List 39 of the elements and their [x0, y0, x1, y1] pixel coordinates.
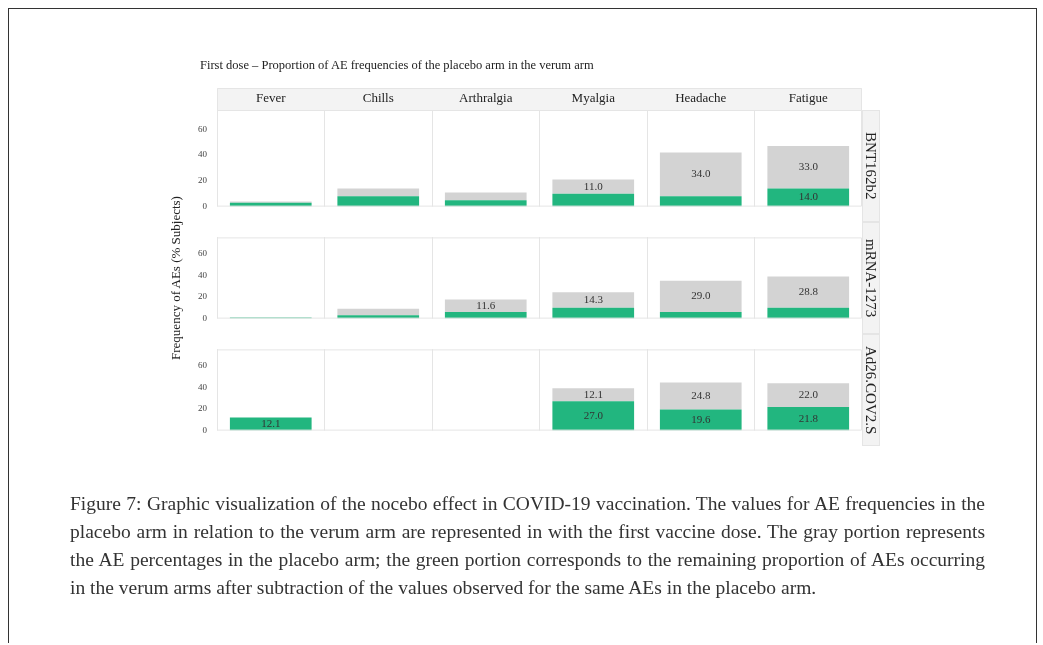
x-tick-label: Headache: [675, 89, 727, 105]
y-tick-label: 20: [198, 175, 208, 186]
y-tick-label: 60: [198, 248, 208, 258]
data-label: 14.0: [798, 190, 819, 203]
y-axis-title: Frequency of AEs (% Subjects): [168, 196, 184, 360]
y-tick-label: 20: [198, 403, 208, 414]
caption: Figure 7: Graphic visualization of the nocebo effect in COVID-19 vaccination. The values for AE frequencies in the placebo arm in relation to the verum arm are represented in with the first vaccine dose. The gray portion represents the AE percentages in the placebo arm; the green portion corresponds to the remaining proportion of AEs occurring in the verum arms after subtraction of the values observed for the same AEs in the placebo arm.: [70, 492, 985, 600]
y-tick-label: 0: [202, 424, 208, 435]
x-tick-label: Chills: [362, 89, 394, 105]
y2-axis-title: BNT162b2: [862, 110, 880, 222]
data-label: 11.6: [476, 298, 496, 311]
data-label: 33.0: [798, 160, 819, 173]
y-tick-label: 0: [202, 312, 208, 323]
x-tick-label: Fever: [255, 89, 287, 105]
data-label: 12.1: [583, 387, 603, 400]
y-tick-label: 40: [198, 269, 208, 280]
y-tick-label: 60: [198, 360, 208, 370]
data-label: 24.8: [691, 388, 711, 401]
x-tick-label: Arthralgia: [459, 89, 513, 105]
data-label: 19.6: [691, 412, 711, 425]
data-label: 27.0: [583, 408, 604, 421]
y-tick-label: 40: [198, 149, 208, 160]
data-label: 14.3: [583, 292, 604, 305]
y2-axis-title: mRNA-1273: [862, 222, 880, 334]
y-tick-label: 60: [198, 123, 208, 134]
data-label: 29.0: [691, 289, 711, 302]
data-label: 34.0: [691, 167, 711, 180]
chart-title: First dose – Proportion of AE frequencies of the placebo arm in the verum arm: [200, 58, 594, 73]
data-label: 21.8: [798, 411, 819, 424]
y-tick-label: 0: [202, 200, 208, 211]
x-tick-label: Fatigue: [788, 89, 828, 105]
y2-axis-title: Ad26.COV2.S: [862, 334, 880, 446]
data-label: 12.1: [261, 416, 281, 429]
data-label: 28.8: [798, 285, 819, 298]
data-label: 22.0: [798, 387, 819, 400]
y-tick-label: 20: [198, 291, 208, 302]
y-tick-label: 40: [198, 381, 208, 392]
x-tick-label: Myalgia: [571, 89, 616, 105]
data-label: 11.0: [583, 179, 604, 192]
